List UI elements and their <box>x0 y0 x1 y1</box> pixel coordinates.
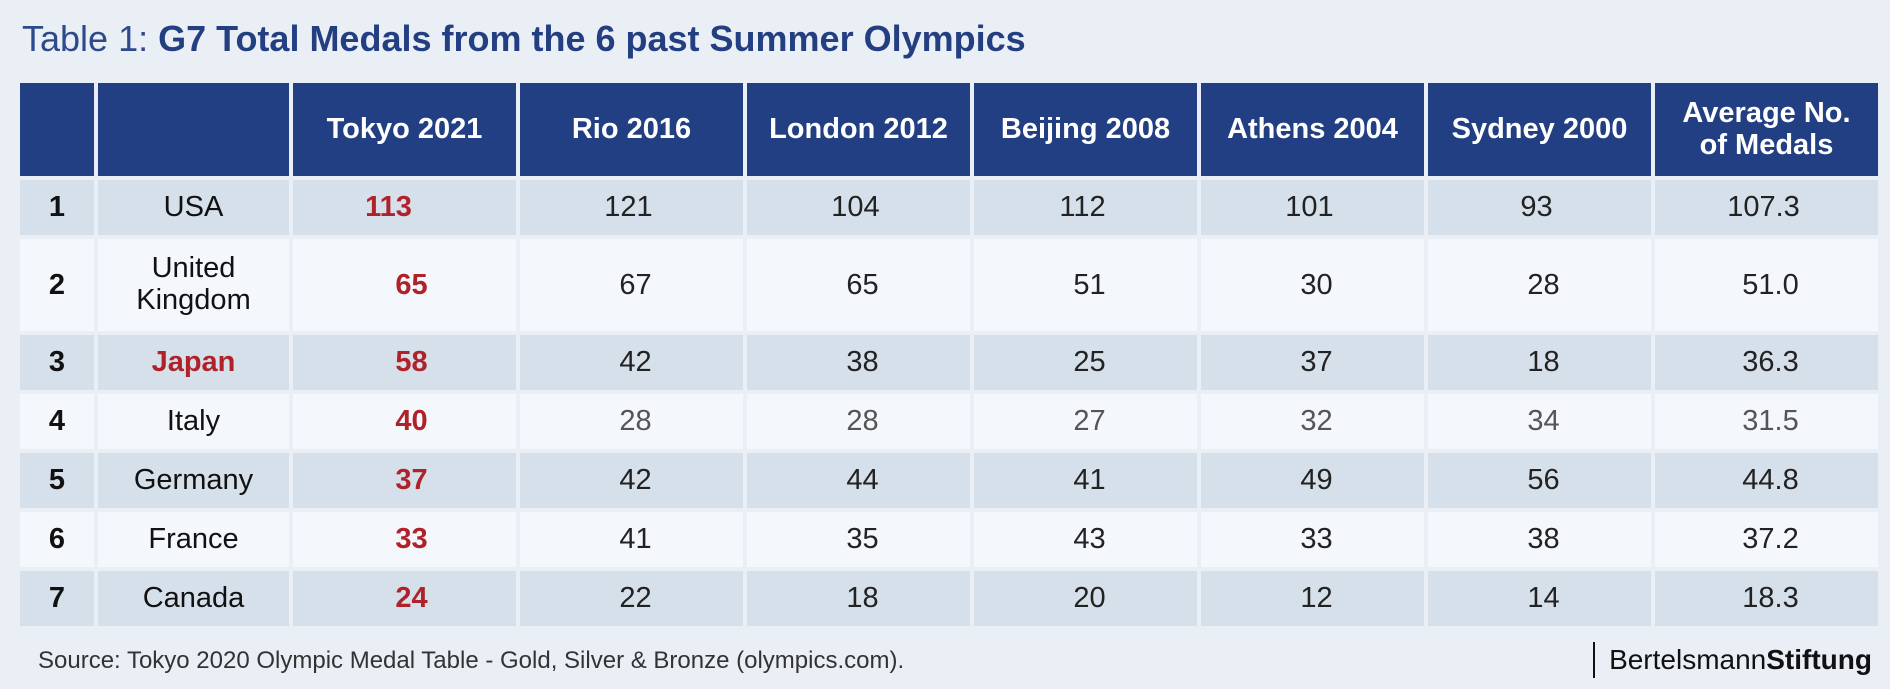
table-title: Table 1: G7 Total Medals from the 6 past… <box>22 18 1026 60</box>
tokyo-value-cell: 37 <box>293 453 516 508</box>
value-cell: 41 <box>974 453 1197 508</box>
table-row: 5 Germany 37 42 44 41 49 56 44.8 <box>20 453 1878 508</box>
header-cell: Sydney 2000 <box>1428 83 1651 176</box>
average-value-cell: 36.3 <box>1655 335 1878 390</box>
value-cell: 42 <box>520 453 743 508</box>
value-cell: 33 <box>1201 512 1424 567</box>
title-main: G7 Total Medals from the 6 past Summer O… <box>158 18 1026 59</box>
value-cell: 27 <box>974 394 1197 449</box>
value-cell: 14 <box>1428 571 1651 626</box>
rank-cell: 4 <box>20 394 94 449</box>
rank-cell: 5 <box>20 453 94 508</box>
value-cell: 35 <box>747 512 970 567</box>
value-cell: 32 <box>1201 394 1424 449</box>
value-cell: 101 <box>1201 180 1424 235</box>
medals-table: Tokyo 2021 Rio 2016 London 2012 Beijing … <box>16 79 1882 630</box>
value-cell: 104 <box>747 180 970 235</box>
country-cell: Germany <box>98 453 289 508</box>
brand-part1: Bertelsmann <box>1609 644 1767 675</box>
value-cell: 65 <box>747 239 970 331</box>
value-cell: 37 <box>1201 335 1424 390</box>
header-cell: Tokyo 2021 <box>293 83 516 176</box>
value-cell: 121 <box>520 180 743 235</box>
table-body: 1 USA 113 121 104 112 101 93 107.3 2 United Kingdo… <box>20 180 1878 626</box>
header-cell: London 2012 <box>747 83 970 176</box>
country-cell: Italy <box>98 394 289 449</box>
value-cell: 38 <box>747 335 970 390</box>
country-cell: United Kingdom <box>98 239 289 331</box>
value-cell: 67 <box>520 239 743 331</box>
value-cell: 42 <box>520 335 743 390</box>
rank-cell: 1 <box>20 180 94 235</box>
average-value-cell: 18.3 <box>1655 571 1878 626</box>
country-cell: Canada <box>98 571 289 626</box>
value-cell: 44 <box>747 453 970 508</box>
tokyo-value-cell: 65 <box>293 239 516 331</box>
average-value-cell: 107.3 <box>1655 180 1878 235</box>
value-cell: 20 <box>974 571 1197 626</box>
value-cell: 22 <box>520 571 743 626</box>
header-cell <box>20 83 94 176</box>
value-cell: 43 <box>974 512 1197 567</box>
country-cell: USA <box>98 180 289 235</box>
rank-cell: 7 <box>20 571 94 626</box>
value-cell: 28 <box>520 394 743 449</box>
average-value-cell: 44.8 <box>1655 453 1878 508</box>
value-cell: 49 <box>1201 453 1424 508</box>
brand-part2: Stiftung <box>1766 644 1872 675</box>
tokyo-value-cell: 24 <box>293 571 516 626</box>
country-cell: France <box>98 512 289 567</box>
value-cell: 28 <box>747 394 970 449</box>
rank-cell: 3 <box>20 335 94 390</box>
value-cell: 12 <box>1201 571 1424 626</box>
tokyo-value-cell: 33 <box>293 512 516 567</box>
tokyo-value-cell: 40 <box>293 394 516 449</box>
title-prefix: Table 1: <box>22 18 159 59</box>
tokyo-value-cell: 58 <box>293 335 516 390</box>
value-cell: 56 <box>1428 453 1651 508</box>
source-note: Source: Tokyo 2020 Olympic Medal Table -… <box>38 647 905 674</box>
value-cell: 18 <box>747 571 970 626</box>
header-cell: Average No. of Medals <box>1655 83 1878 176</box>
table-row: 6 France 33 41 35 43 33 38 37.2 <box>20 512 1878 567</box>
table-row: 2 United Kingdom 65 67 65 51 30 28 51.0 <box>20 239 1878 331</box>
rank-cell: 6 <box>20 512 94 567</box>
header-cell: Beijing 2008 <box>974 83 1197 176</box>
table-row: 7 Canada 24 22 18 20 12 14 18.3 <box>20 571 1878 626</box>
brand-logo: BertelsmannStiftung <box>1593 642 1872 678</box>
rank-cell: 2 <box>20 239 94 331</box>
value-cell: 30 <box>1201 239 1424 331</box>
value-cell: 25 <box>974 335 1197 390</box>
header-cell: Athens 2004 <box>1201 83 1424 176</box>
header-cell <box>98 83 289 176</box>
table-row: 4 Italy 40 28 28 27 32 34 31.5 <box>20 394 1878 449</box>
value-cell: 34 <box>1428 394 1651 449</box>
average-value-cell: 37.2 <box>1655 512 1878 567</box>
header-cell: Rio 2016 <box>520 83 743 176</box>
average-value-cell: 51.0 <box>1655 239 1878 331</box>
value-cell: 18 <box>1428 335 1651 390</box>
value-cell: 93 <box>1428 180 1651 235</box>
country-cell: Japan <box>98 335 289 390</box>
tokyo-value-cell: 113 <box>293 180 516 235</box>
header-row: Tokyo 2021 Rio 2016 London 2012 Beijing … <box>20 83 1878 176</box>
table-row: 3 Japan 58 42 38 25 37 18 36.3 <box>20 335 1878 390</box>
value-cell: 41 <box>520 512 743 567</box>
average-value-cell: 31.5 <box>1655 394 1878 449</box>
value-cell: 28 <box>1428 239 1651 331</box>
value-cell: 38 <box>1428 512 1651 567</box>
value-cell: 112 <box>974 180 1197 235</box>
table-row: 1 USA 113 121 104 112 101 93 107.3 <box>20 180 1878 235</box>
value-cell: 51 <box>974 239 1197 331</box>
